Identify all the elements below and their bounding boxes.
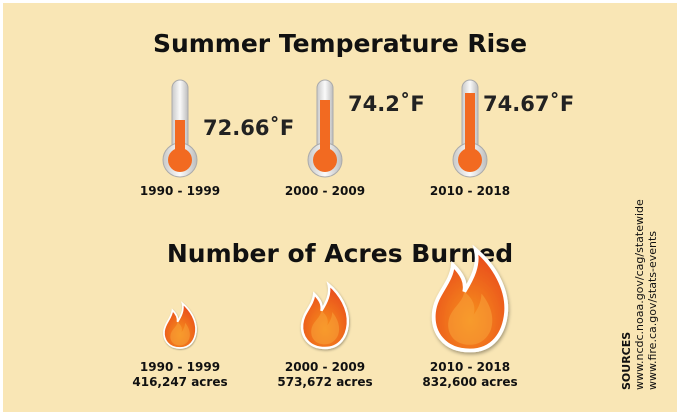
source-url: www.fire.ca.gov/stats-events (646, 231, 659, 390)
period-label: 1990 - 1999 (140, 184, 220, 198)
sources-label: SOURCES (620, 332, 633, 390)
period-label: 2010 - 2018 (430, 360, 510, 374)
acres-label: 416,247 acres (132, 375, 227, 389)
acres-label: 832,600 acres (422, 375, 517, 389)
temperature-value: 72.66˚F (203, 116, 294, 140)
period-label: 2000 - 2009 (285, 360, 365, 374)
section-title: Number of Acres Burned (167, 239, 513, 268)
source-url: www.ncdc.noaa.gov/cag/statewide (633, 199, 646, 390)
section-title: Summer Temperature Rise (153, 29, 527, 58)
acres-label: 573,672 acres (277, 375, 372, 389)
temperature-value: 74.67˚F (483, 92, 574, 116)
period-label: 2010 - 2018 (430, 184, 510, 198)
period-label: 2000 - 2009 (285, 184, 365, 198)
temperature-value: 74.2˚F (348, 92, 425, 116)
background (0, 0, 680, 415)
infographic: Summer Temperature Rise 72.66˚F 74.2˚F 7… (0, 0, 680, 415)
period-label: 1990 - 1999 (140, 360, 220, 374)
